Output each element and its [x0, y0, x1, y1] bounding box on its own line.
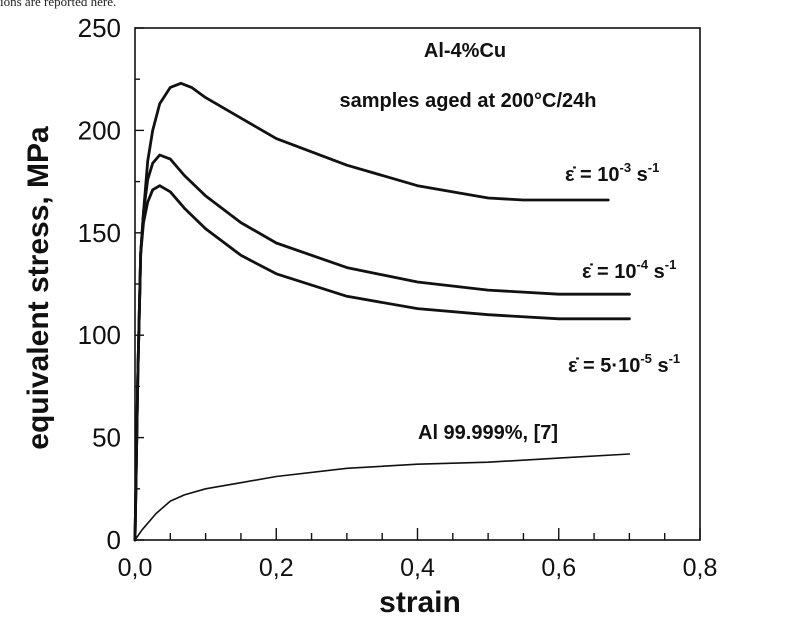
series-label-4: Al 99.999%, [7]	[418, 422, 558, 444]
caption-fragment: ions are reported here.	[0, 0, 117, 9]
series-label-3: ε̇ = 5·10-5 s-1	[568, 351, 680, 377]
series-label-2: ε̇ = 10-4 s-1	[582, 257, 676, 283]
y-axis-title: equivalent stress, MPa	[22, 126, 55, 450]
y-tick-label: 250	[78, 13, 121, 43]
x-tick-label: 0,2	[259, 554, 294, 582]
y-tick-label: 150	[78, 218, 121, 248]
x-tick-label: 0,4	[400, 554, 435, 582]
series-label-1: ε̇ = 10-3 s-1	[565, 160, 659, 186]
series-line-1	[133, 81, 610, 542]
x-axis-title: strain	[379, 586, 461, 619]
y-tick-label: 200	[78, 115, 121, 145]
x-tick-label: 0,6	[541, 554, 576, 582]
y-tick-label: 100	[78, 320, 121, 350]
y-tick-label: 0	[107, 525, 121, 555]
series-line-2	[133, 153, 631, 542]
series-line-3	[133, 184, 631, 542]
y-tick-label: 50	[92, 423, 121, 453]
alloy-annotation: Al-4%Cu	[424, 40, 506, 62]
x-tick-label: 0,0	[118, 554, 153, 582]
series-line-4	[134, 453, 631, 541]
aging-annotation: samples aged at 200°C/24h	[339, 90, 596, 112]
x-tick-label: 0,8	[683, 554, 718, 582]
